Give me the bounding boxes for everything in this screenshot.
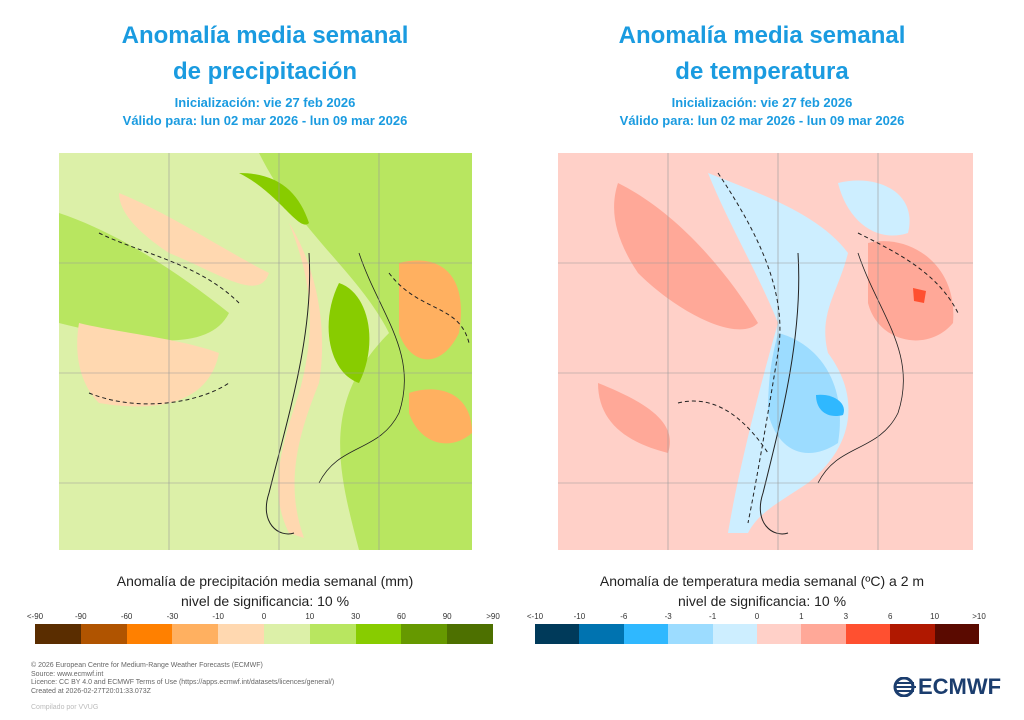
- legend-color-swatch: [757, 624, 802, 644]
- legend-tick-label: 60: [396, 612, 406, 621]
- ecmwf-logo-icon: [893, 677, 916, 697]
- legend-tick-label: 0: [754, 612, 760, 621]
- legend-color-swatch: [126, 624, 173, 644]
- legend-color-swatch: [218, 624, 264, 644]
- legend-tick-label: 3: [843, 612, 849, 621]
- legend-tick-label: -90: [75, 612, 87, 621]
- legend-tick-label: -1: [709, 612, 717, 621]
- legend-color-swatch: [668, 624, 713, 644]
- precip-map: [59, 153, 472, 550]
- legend-tick-label: -30: [166, 612, 179, 621]
- legend-tick-label: -60: [120, 612, 133, 621]
- legend-color-swatch: [172, 624, 219, 644]
- legend-tick-label: 90: [442, 612, 452, 621]
- compiled-by: Compilado por VVUG: [31, 704, 99, 711]
- legend-color-swatch: [801, 624, 846, 644]
- legend-tick-label: -10: [212, 612, 224, 621]
- copyright-footer: © 2026 European Centre for Medium-Range …: [31, 662, 335, 695]
- legend-tick-label: >10: [972, 612, 986, 621]
- legend-tick-label: -3: [664, 612, 672, 621]
- legend-color-swatch: [355, 624, 402, 644]
- precip-subtitle: Inicialización: vie 27 feb 2026 Válido pa…: [122, 95, 408, 128]
- legend-tick-label: 6: [887, 612, 893, 621]
- legend-color-swatch: [845, 624, 891, 644]
- legend-tick-label: <-90: [26, 612, 44, 621]
- temp-title: Anomalía media semanal de temperatura: [618, 22, 906, 85]
- legend-color-swatch: [712, 624, 758, 644]
- legend-color-swatch: [447, 624, 493, 644]
- legend-color-swatch: [35, 624, 81, 644]
- temp-subtitle: Inicialización: vie 27 feb 2026 Válido pa…: [619, 95, 905, 128]
- legend-tick-label: -10: [573, 612, 586, 621]
- legend-tick-label: >90: [486, 612, 500, 621]
- legend-color-swatch: [535, 624, 580, 644]
- legend-tick-label: -6: [620, 612, 628, 621]
- precip-caption: Anomalía de precipitación media semanal …: [116, 573, 414, 609]
- precip-legend: <-90 -90 -60 -30 -10 0 10 30 60 90 >90: [27, 612, 500, 644]
- legend-color-swatch: [623, 624, 669, 644]
- temp-map: [558, 153, 973, 550]
- ecmwf-logo: ECMWF: [892, 674, 1001, 700]
- legend-tick-label: <-10: [526, 612, 544, 621]
- legend-color-swatch: [263, 624, 310, 644]
- legend-color-swatch: [890, 624, 935, 644]
- legend-tick-label: 1: [799, 612, 804, 621]
- legend-tick-label: 0: [261, 612, 267, 621]
- legend-color-swatch: [80, 624, 127, 644]
- legend-color-swatch: [934, 624, 980, 644]
- legend-color-swatch: [579, 624, 624, 644]
- legend-color-swatch: [309, 624, 356, 644]
- legend-color-swatch: [401, 624, 448, 644]
- legend-tick-label: 30: [351, 612, 361, 621]
- precip-title: Anomalía media semanal de precipitación: [121, 22, 409, 85]
- temp-legend: <-10 -10 -6 -3 -1 0 1 3 6 10 >10: [527, 612, 986, 644]
- legend-tick-label: 10: [930, 612, 940, 621]
- legend-tick-label: 10: [305, 612, 315, 621]
- temp-caption: Anomalía de temperatura media semanal (º…: [599, 573, 925, 609]
